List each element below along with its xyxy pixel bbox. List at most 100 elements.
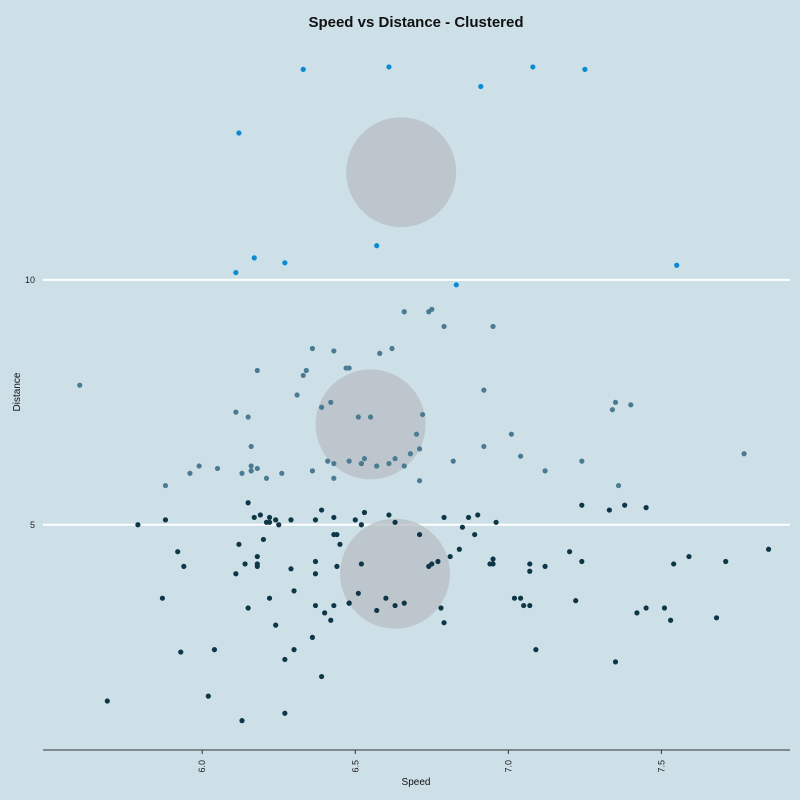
data-point [542, 563, 548, 569]
cluster-series-1 [233, 64, 680, 288]
data-point [582, 66, 588, 72]
data-point [273, 622, 279, 628]
data-point [668, 617, 674, 623]
data-point [628, 402, 634, 408]
data-point [328, 399, 334, 405]
x-tick-label: 7.5 [656, 760, 666, 773]
data-point [233, 409, 239, 415]
data-point [401, 309, 407, 315]
data-point [77, 382, 83, 388]
data-point [416, 531, 423, 538]
data-point [389, 345, 395, 352]
data-point [392, 519, 398, 525]
data-point [337, 541, 343, 547]
data-point [248, 468, 254, 474]
data-point [579, 502, 585, 508]
data-point [245, 500, 251, 506]
data-point [527, 602, 533, 609]
data-point [294, 392, 300, 398]
data-point [328, 617, 334, 623]
data-point [429, 561, 435, 567]
data-point [159, 595, 165, 601]
data-point [472, 531, 478, 538]
data-point [612, 659, 619, 665]
data-point [312, 517, 319, 523]
data-point [263, 519, 270, 525]
data-point [300, 372, 306, 379]
data-point [674, 262, 680, 268]
data-point [331, 475, 337, 481]
data-point [162, 517, 169, 523]
data-point [355, 414, 361, 420]
data-point [334, 563, 340, 569]
data-point [426, 309, 432, 315]
data-point [723, 558, 729, 565]
data-point [392, 602, 398, 609]
data-point [245, 605, 251, 611]
data-point [254, 553, 260, 560]
data-point [331, 460, 337, 467]
data-point [386, 64, 392, 70]
data-point [386, 512, 392, 518]
data-point [765, 546, 772, 552]
data-point [490, 323, 496, 330]
data-point [542, 468, 548, 474]
x-tick-label: 6.0 [197, 760, 207, 773]
data-point [686, 553, 692, 560]
data-point [312, 571, 319, 577]
data-point [490, 556, 496, 562]
data-point [325, 458, 331, 464]
data-point [291, 647, 297, 653]
data-point [254, 563, 260, 569]
data-point [643, 505, 649, 511]
data-point [309, 634, 316, 640]
y-tick-label: 5 [30, 520, 35, 530]
data-point [242, 561, 248, 567]
cluster-series-2 [77, 306, 747, 489]
data-point [511, 595, 518, 601]
data-point [481, 387, 487, 393]
data-point [181, 563, 187, 569]
data-point [493, 519, 499, 525]
data-point [282, 260, 288, 266]
data-point [263, 475, 270, 481]
data-point [266, 595, 273, 601]
data-point [282, 656, 288, 663]
data-point [671, 561, 677, 567]
data-point [254, 465, 260, 472]
data-point [530, 64, 536, 70]
data-point [162, 482, 169, 489]
data-point [490, 561, 496, 567]
data-point [251, 514, 257, 521]
data-point [407, 451, 413, 457]
data-point [187, 470, 193, 476]
data-point [318, 673, 325, 680]
data-point [447, 553, 453, 560]
data-point [475, 512, 481, 518]
data-point [566, 549, 573, 555]
data-point [331, 531, 337, 538]
data-point [441, 620, 447, 626]
data-point [374, 607, 380, 614]
data-point [374, 463, 380, 469]
data-point [322, 610, 328, 616]
data-point [236, 130, 242, 136]
data-point [266, 514, 273, 521]
data-point [288, 566, 294, 572]
data-point [254, 367, 260, 374]
data-point [291, 588, 297, 594]
data-point [358, 460, 364, 467]
data-point [239, 470, 245, 476]
data-point [279, 470, 285, 476]
data-point [579, 458, 585, 464]
data-point [260, 536, 267, 543]
data-point [346, 365, 352, 371]
chart-title: Speed vs Distance - Clustered [308, 14, 523, 31]
data-point [741, 451, 747, 457]
data-point [312, 602, 319, 609]
y-tick-label: 10 [25, 275, 35, 285]
data-point [481, 443, 487, 450]
cluster-series-3 [104, 500, 772, 724]
